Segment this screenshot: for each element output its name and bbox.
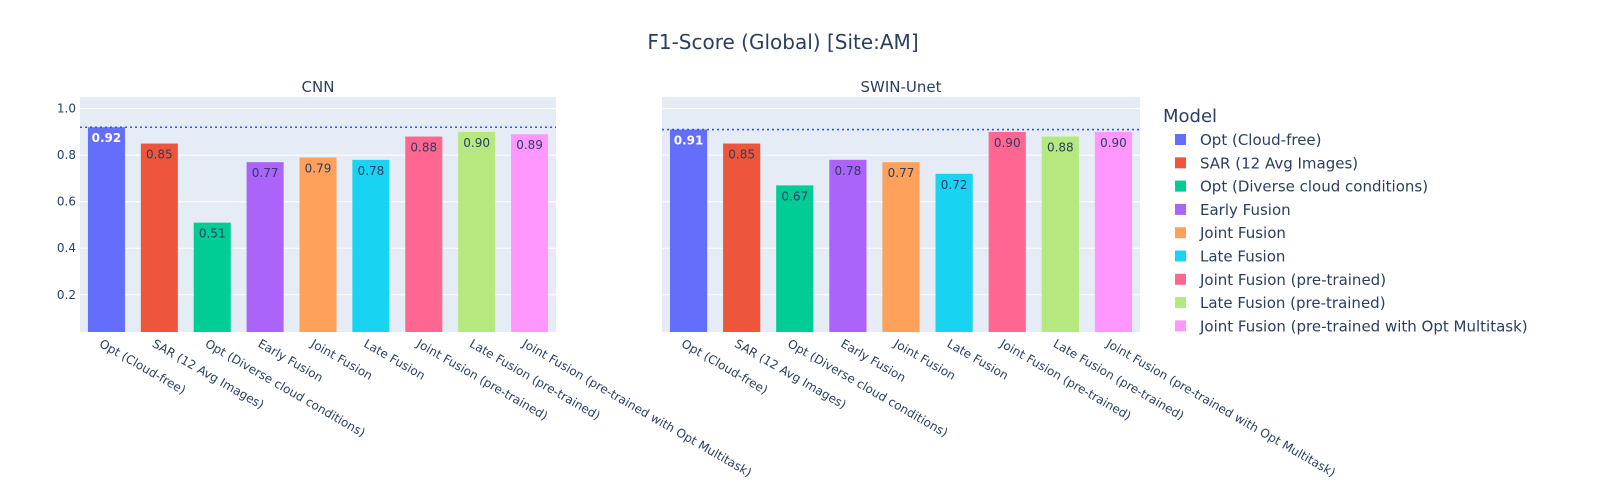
legend-swatch-8: [1175, 297, 1186, 309]
legend-item-label: Joint Fusion (pre-trained): [1199, 271, 1386, 289]
bar-value-label: 0.90: [994, 136, 1021, 150]
bar-value-label: 0.85: [146, 148, 173, 162]
bar-2-1: [669, 129, 708, 332]
bar-1-7: [405, 136, 443, 332]
bar-1-6: [352, 159, 390, 332]
bar-value-label: 0.89: [516, 138, 543, 152]
bar-value-label: 0.88: [410, 141, 437, 155]
legend-swatch-1: [1175, 134, 1186, 145]
legend-swatch-9: [1175, 320, 1186, 332]
bar-2-3: [776, 185, 814, 332]
bar-value-label: 0.77: [252, 166, 279, 180]
bar-2-2: [723, 143, 761, 332]
legend-item-label: Late Fusion: [1200, 248, 1285, 266]
bar-2-6: [935, 173, 973, 332]
bar-1-1: [87, 127, 125, 332]
legend-swatch-3: [1175, 180, 1186, 192]
y-tick-label: 0.2: [57, 288, 76, 302]
legend-title: Model: [1163, 106, 1217, 127]
bar-value-label: 0.67: [781, 189, 808, 203]
bar-value-label: 0.72: [941, 178, 968, 192]
bar-1-9: [511, 134, 549, 332]
bar-value-label: 0.51: [199, 227, 226, 241]
y-tick-label: 1.0: [57, 102, 76, 116]
legend-swatch-7: [1175, 273, 1186, 285]
bar-1-8: [458, 131, 496, 332]
bar-1-4: [246, 162, 284, 332]
bar-value-label: 0.78: [835, 164, 862, 178]
chart-title: F1-Score (Global) [Site:AM]: [647, 30, 918, 54]
bar-value-label: 0.77: [888, 166, 915, 180]
legend-swatch-4: [1175, 203, 1186, 215]
bar-value-label: 0.90: [463, 136, 490, 150]
bar-2-9: [1094, 131, 1133, 332]
bar-2-4: [829, 159, 867, 332]
bar-1-2: [140, 143, 178, 332]
bar-value-label: 0.92: [92, 131, 122, 145]
bar-value-label: 0.88: [1047, 141, 1074, 155]
bar-value-label: 0.85: [728, 148, 755, 162]
x-tick-label: Joint Fusion (pre-trained with Opt Multi…: [1103, 336, 1338, 480]
legend-item-label: Early Fusion: [1200, 201, 1291, 219]
y-tick-label: 0.8: [57, 148, 76, 162]
bar-value-label: 0.91: [674, 134, 704, 148]
legend-item-label: Late Fusion (pre-trained): [1200, 294, 1386, 312]
bar-2-7: [988, 131, 1026, 332]
bar-1-5: [299, 157, 337, 332]
legend-item-label: Joint Fusion (pre-trained with Opt Multi…: [1199, 317, 1528, 335]
legend-item-label: Opt (Cloud-free): [1200, 131, 1322, 149]
y-tick-label: 0.6: [57, 195, 76, 209]
bar-2-8: [1041, 136, 1079, 332]
legend-swatch-6: [1175, 250, 1186, 262]
panel-title-1: CNN: [302, 78, 335, 96]
legend-swatch-2: [1175, 157, 1186, 169]
legend-item-label: Joint Fusion: [1199, 224, 1286, 242]
bar-2-5: [882, 162, 920, 332]
bar-value-label: 0.79: [305, 161, 332, 175]
legend-item-label: SAR (12 Avg Images): [1200, 154, 1358, 172]
bar-value-label: 0.90: [1100, 136, 1127, 150]
legend-item-label: Opt (Diverse cloud conditions): [1200, 178, 1428, 196]
y-tick-label: 0.4: [57, 241, 76, 255]
bar-1-3: [193, 222, 231, 332]
panel-title-2: SWIN-Unet: [860, 78, 941, 96]
legend-swatch-5: [1175, 227, 1186, 239]
bar-value-label: 0.78: [358, 164, 385, 178]
